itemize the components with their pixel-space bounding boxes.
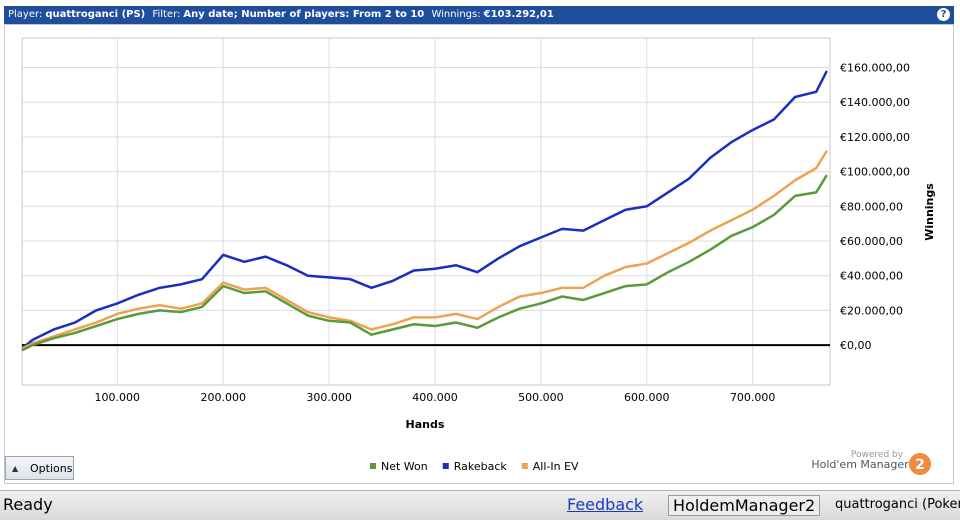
y-tick-label: €20.000,00 (840, 304, 903, 317)
plot-area (21, 37, 831, 386)
y-tick-label: €80.000,00 (840, 200, 903, 213)
filter: Any date; Number of players: From 2 to 1… (183, 9, 425, 20)
x-tick-label: 100.000 (95, 391, 141, 404)
legend-label: Net Won (381, 460, 428, 473)
legend-label: Rakeback (454, 460, 508, 473)
help-button[interactable]: ? (937, 8, 950, 21)
y-tick-label: €100.000,00 (840, 166, 910, 179)
x-tick-label: 600.000 (624, 391, 670, 404)
chart-panel (4, 24, 954, 484)
legend-swatch (442, 463, 449, 469)
label: Player: (8, 9, 43, 20)
y-tick-label: €60.000,00 (840, 235, 903, 248)
y-tick-label: €140.000,00 (840, 96, 910, 109)
status-text: Ready (3, 495, 53, 514)
app-tab[interactable]: HoldemManager2 (668, 495, 821, 516)
series-line (21, 150, 828, 350)
user-tab[interactable]: quattroganci (PokerSta (835, 497, 960, 512)
winnings: €103.292,01 (483, 9, 554, 20)
x-axis-title: Hands (406, 418, 445, 431)
y-tick-label: €0,00 (840, 339, 872, 352)
legend-label: All-In EV (533, 460, 579, 473)
player: quattroganci (PS) (45, 9, 146, 20)
label: Winnings: (431, 9, 481, 20)
x-tick-label: 200.000 (200, 391, 246, 404)
y-axis-title: Winnings (923, 183, 936, 241)
x-tick-label: 400.000 (412, 391, 458, 404)
status-bar: Ready Feedback HoldemManager2 quattrogan… (0, 490, 960, 520)
series-line (21, 174, 828, 352)
label: Filter: (152, 9, 181, 20)
powered-by: Powered by (851, 450, 904, 460)
y-tick-label: €160.000,00 (840, 61, 910, 74)
chart: Hands Winnings Powered by Hold'em Manage… (21, 37, 936, 475)
filter-bar: Player: quattroganci (PS) Filter: Any date… (4, 6, 954, 24)
x-tick-label: 700.000 (730, 391, 776, 404)
y-tick-label: €120.000,00 (840, 131, 910, 144)
legend-swatch (370, 463, 376, 469)
legend-swatch (521, 463, 528, 469)
product-name: Hold'em Manager (811, 458, 909, 471)
logo-text: 2 (915, 457, 925, 473)
options-button[interactable]: Options (5, 456, 74, 481)
x-tick-label: 500.000 (518, 391, 564, 404)
feedback-link[interactable]: Feedback (567, 495, 644, 514)
logo (909, 453, 931, 475)
x-tick-label: 300.000 (306, 391, 352, 404)
y-tick-label: €40.000,00 (840, 270, 903, 283)
series-line (21, 70, 828, 350)
